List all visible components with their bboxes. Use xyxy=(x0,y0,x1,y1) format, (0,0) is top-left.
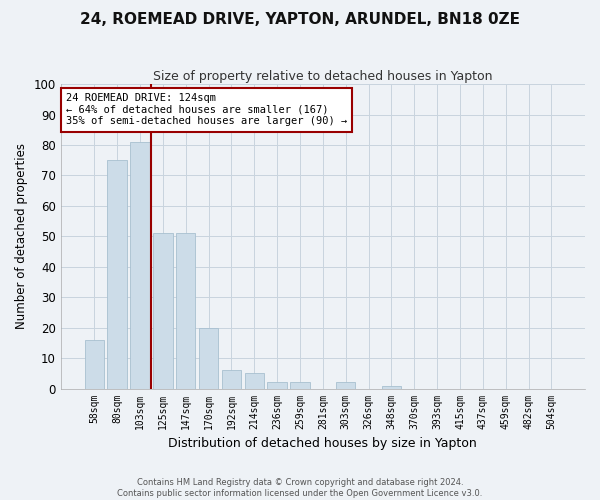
Text: Contains HM Land Registry data © Crown copyright and database right 2024.
Contai: Contains HM Land Registry data © Crown c… xyxy=(118,478,482,498)
Bar xyxy=(153,234,173,388)
Title: Size of property relative to detached houses in Yapton: Size of property relative to detached ho… xyxy=(153,70,493,83)
Bar xyxy=(268,382,287,388)
Bar xyxy=(221,370,241,388)
Text: 24 ROEMEAD DRIVE: 124sqm
← 64% of detached houses are smaller (167)
35% of semi-: 24 ROEMEAD DRIVE: 124sqm ← 64% of detach… xyxy=(66,94,347,126)
Bar xyxy=(290,382,310,388)
Bar xyxy=(107,160,127,388)
Text: 24, ROEMEAD DRIVE, YAPTON, ARUNDEL, BN18 0ZE: 24, ROEMEAD DRIVE, YAPTON, ARUNDEL, BN18… xyxy=(80,12,520,28)
Bar xyxy=(336,382,355,388)
Bar xyxy=(176,234,196,388)
Y-axis label: Number of detached properties: Number of detached properties xyxy=(15,144,28,330)
Bar xyxy=(245,374,264,388)
Bar xyxy=(382,386,401,388)
Bar xyxy=(85,340,104,388)
Bar xyxy=(199,328,218,388)
Bar xyxy=(130,142,149,388)
X-axis label: Distribution of detached houses by size in Yapton: Distribution of detached houses by size … xyxy=(169,437,477,450)
